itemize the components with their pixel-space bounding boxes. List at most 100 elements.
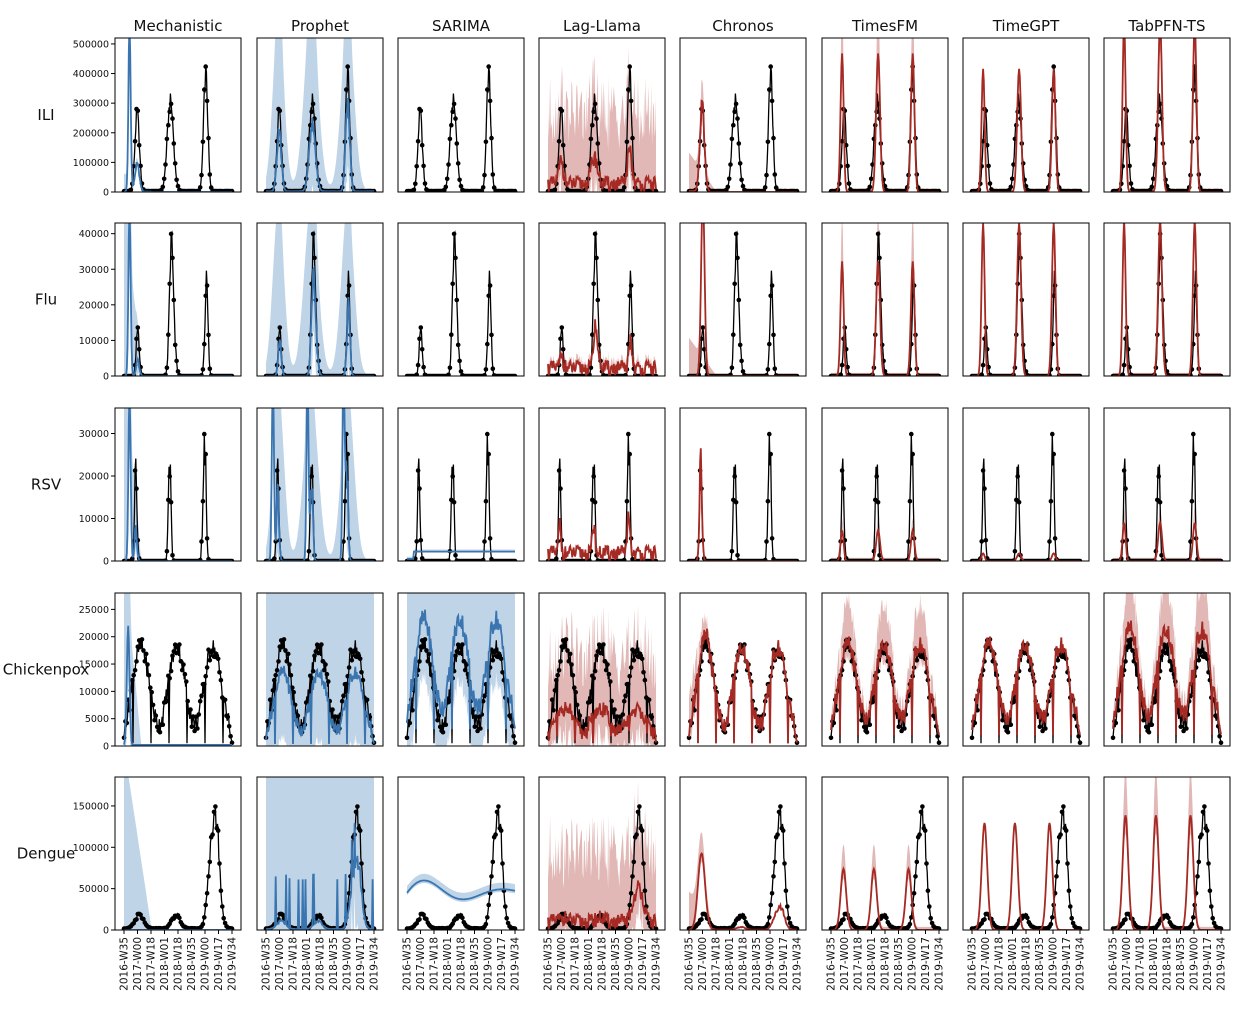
observed-point bbox=[483, 921, 489, 927]
observed-point bbox=[628, 98, 634, 104]
observed-point bbox=[339, 698, 345, 704]
panel-content bbox=[404, 804, 518, 930]
observed-point bbox=[591, 675, 596, 681]
forecast-interval-band bbox=[689, 448, 797, 561]
row-label: Chickenpox bbox=[3, 661, 90, 679]
forecast-line bbox=[406, 879, 516, 901]
observed-point bbox=[980, 468, 986, 473]
observed-point bbox=[555, 372, 560, 376]
observed-point bbox=[204, 98, 210, 104]
x-tick-label: 2017-W00 bbox=[1121, 937, 1133, 991]
observed-point bbox=[868, 176, 874, 182]
observed-point bbox=[451, 231, 457, 237]
observed-point bbox=[407, 720, 413, 726]
observed-point bbox=[417, 659, 422, 664]
observed-point bbox=[152, 717, 157, 723]
observed-point bbox=[726, 176, 732, 182]
y-tick-label: 0 bbox=[103, 557, 109, 568]
panel-frame bbox=[397, 37, 525, 193]
observed-point bbox=[1206, 861, 1211, 866]
observed-point bbox=[512, 926, 518, 930]
observed-point bbox=[483, 139, 489, 145]
observed-point bbox=[345, 451, 351, 457]
observed-point bbox=[769, 536, 775, 541]
observed-point bbox=[414, 164, 420, 169]
observed-point bbox=[742, 915, 747, 921]
observed-point bbox=[460, 915, 465, 921]
observed-point bbox=[1163, 650, 1168, 656]
observed-point bbox=[559, 644, 565, 649]
forecast-line bbox=[688, 852, 797, 930]
observed-point bbox=[831, 720, 837, 726]
observed-point bbox=[207, 172, 213, 177]
observed-point bbox=[725, 184, 731, 190]
observed-point bbox=[1159, 553, 1164, 558]
observed-point bbox=[500, 670, 505, 675]
observed-point bbox=[217, 861, 222, 866]
observed-point bbox=[620, 712, 626, 717]
x-tick-label: 2017-W18 bbox=[994, 937, 1006, 991]
observed-point bbox=[131, 672, 136, 678]
observed-point bbox=[490, 366, 496, 372]
observed-point bbox=[911, 891, 917, 896]
panel bbox=[1103, 407, 1231, 562]
panel-frame bbox=[538, 407, 666, 562]
panel bbox=[397, 37, 525, 193]
observed-point bbox=[422, 637, 428, 642]
observed-point bbox=[203, 293, 208, 299]
observed-point bbox=[563, 637, 569, 642]
observed-point bbox=[1016, 500, 1022, 505]
panel-frame bbox=[397, 407, 525, 562]
observed-point bbox=[623, 373, 628, 376]
observed-point bbox=[1054, 874, 1059, 879]
observed-point bbox=[288, 673, 294, 678]
observed-point bbox=[449, 332, 454, 338]
panel bbox=[397, 592, 525, 747]
forecast-interval-band bbox=[689, 832, 797, 930]
observed-point bbox=[630, 874, 635, 879]
observed-point bbox=[493, 832, 498, 837]
observed-point bbox=[560, 347, 566, 352]
observed-point bbox=[482, 539, 487, 544]
panel bbox=[538, 407, 666, 562]
observed-point bbox=[284, 659, 290, 664]
observed-point bbox=[780, 828, 786, 833]
observed-point bbox=[875, 500, 881, 505]
observed-line bbox=[123, 66, 233, 192]
observed-point bbox=[554, 556, 559, 561]
observed-point bbox=[1063, 828, 1069, 833]
observed-point bbox=[1167, 659, 1173, 664]
forecast-interval-band bbox=[1113, 593, 1221, 737]
panel-frame bbox=[679, 37, 807, 193]
observed-point bbox=[128, 187, 134, 192]
observed-point bbox=[184, 679, 189, 684]
observed-point bbox=[202, 915, 207, 920]
observed-point bbox=[440, 729, 446, 735]
observed-point bbox=[653, 373, 659, 376]
observed-point bbox=[142, 659, 148, 664]
x-tick-label: 2017-W18 bbox=[711, 937, 723, 991]
y-tick-label: 50000 bbox=[79, 884, 109, 895]
observed-point bbox=[920, 804, 925, 809]
observed-point bbox=[489, 332, 494, 338]
observed-point bbox=[591, 474, 596, 479]
observed-point bbox=[457, 358, 462, 364]
y-tick-label: 5000 bbox=[85, 714, 109, 725]
observed-point bbox=[1196, 859, 1202, 865]
observed-point bbox=[624, 139, 630, 145]
observed-point bbox=[206, 332, 211, 338]
observed-point bbox=[768, 64, 773, 69]
observed-point bbox=[464, 662, 469, 667]
forecast-interval-band bbox=[831, 223, 939, 376]
x-tick-label: 2017-W18 bbox=[288, 937, 300, 991]
observed-point bbox=[771, 135, 776, 141]
observed-point bbox=[641, 670, 646, 675]
observed-line bbox=[972, 434, 1080, 561]
observed-point bbox=[731, 122, 736, 128]
observed-point bbox=[1195, 874, 1200, 879]
observed-point bbox=[1191, 915, 1196, 920]
observed-point bbox=[435, 717, 440, 723]
forecast-line bbox=[831, 866, 939, 930]
panel-content bbox=[404, 64, 518, 192]
observed-point bbox=[189, 724, 195, 729]
